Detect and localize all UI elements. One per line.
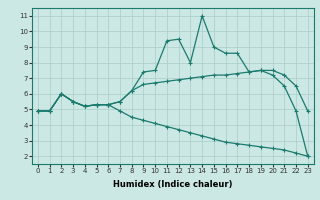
X-axis label: Humidex (Indice chaleur): Humidex (Indice chaleur) [113,180,233,189]
